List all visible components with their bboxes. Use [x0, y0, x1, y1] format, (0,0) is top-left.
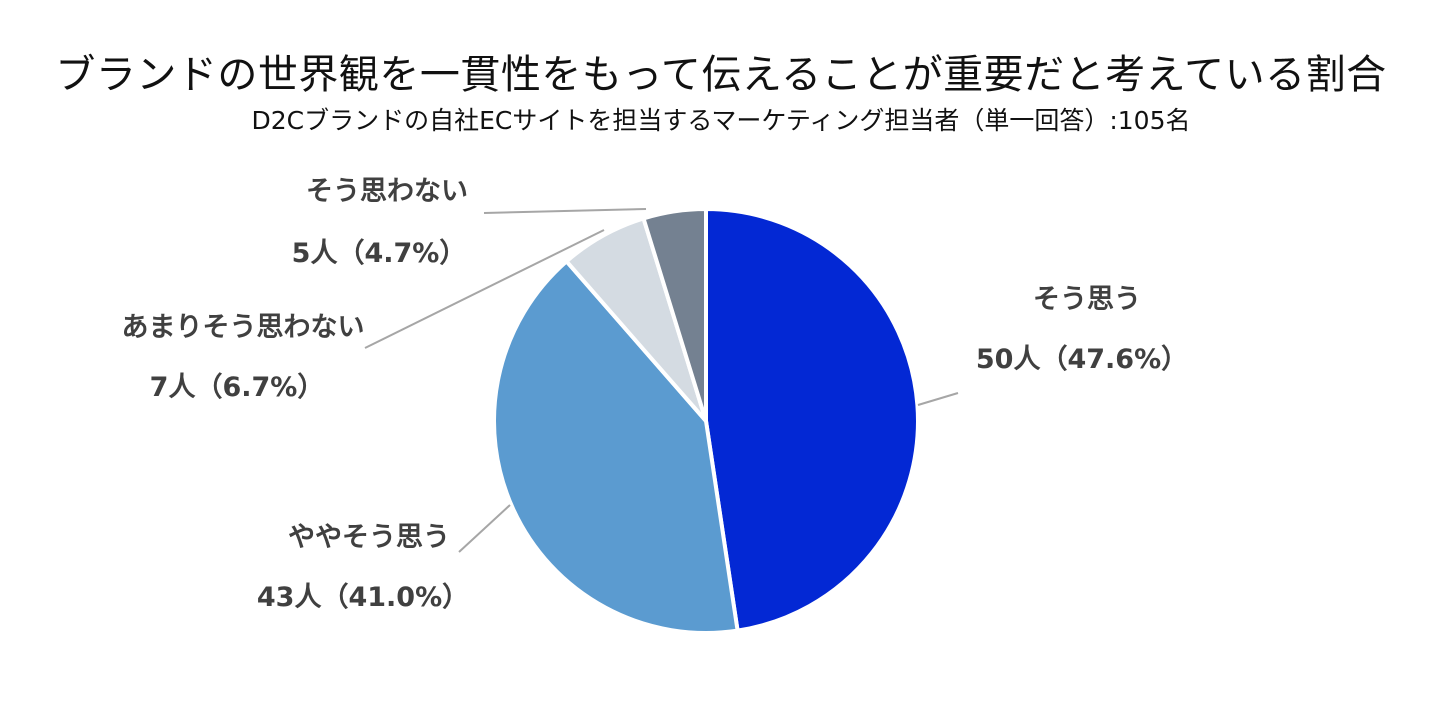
- slice-label-yaya-sou-omou: ややそう思う: [288, 522, 450, 553]
- leader-line-amari-sou-omowanai: [364, 229, 605, 349]
- chart-subtitle: D2Cブランドの自社ECサイトを担当するマーケティング担当者（単一回答）:105…: [251, 106, 1191, 135]
- pie-slice-yaya-sou-omou: [492, 259, 740, 635]
- slice-value-sou-omowanai: 5人（4.7%）: [292, 238, 467, 269]
- leader-line-sou-omou: [917, 392, 959, 406]
- slice-value-yaya-sou-omou: 43人（41.0%）: [257, 582, 469, 613]
- pie-slice-sou-omowanai: [641, 207, 708, 423]
- pie-slices: [492, 207, 920, 635]
- slice-label-sou-omowanai: そう思わない: [306, 176, 468, 207]
- slice-label-sou-omou: そう思う: [1033, 284, 1141, 315]
- slice-labels: そう思う 50人（47.6%） ややそう思う 43人（41.0%） あまりそう思…: [122, 176, 1189, 613]
- leader-lines: [364, 208, 959, 553]
- slice-label-amari-sou-omowanai: あまりそう思わない: [122, 312, 365, 343]
- slice-value-amari-sou-omowanai: 7人（6.7%）: [150, 372, 325, 403]
- slice-value-sou-omou: 50人（47.6%）: [976, 344, 1188, 375]
- leader-line-yaya-sou-omou: [458, 504, 511, 553]
- pie-slice-sou-omou: [704, 207, 920, 633]
- chart-title: ブランドの世界観を一貫性をもって伝えることが重要だと考えている割合: [55, 52, 1387, 98]
- leader-line-sou-omowanai: [483, 208, 647, 214]
